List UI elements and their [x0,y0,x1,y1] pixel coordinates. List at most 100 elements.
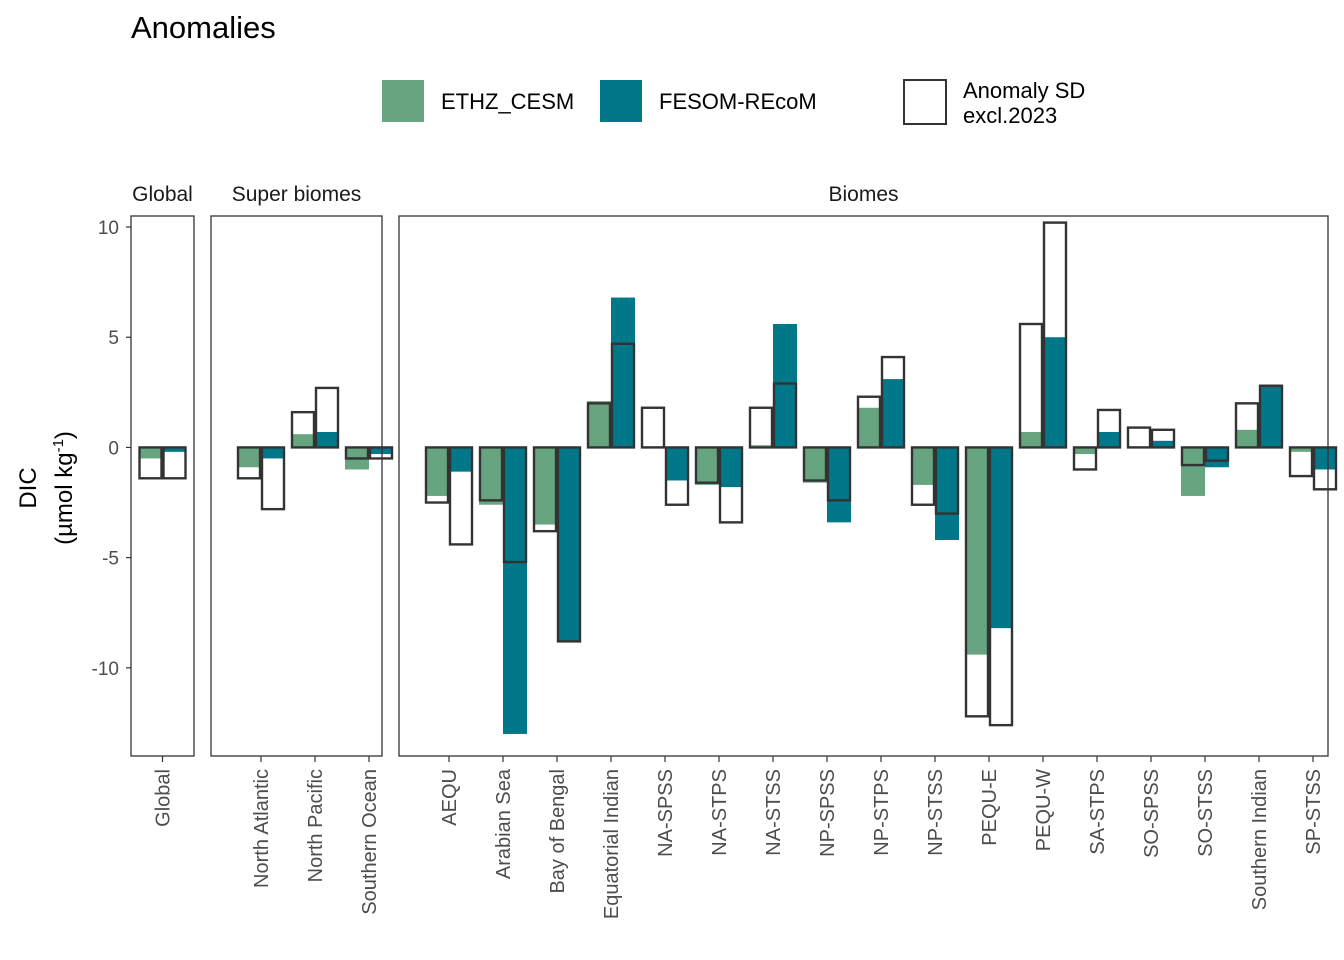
sd-box-ethz-cesm-sa-stps [1072,446,1098,471]
legend-swatch-ethz [382,80,424,122]
panel-title-biomes: Biomes [828,183,898,206]
sd-box-ethz-cesm-so-spss [1126,426,1152,449]
sd-box-fesom-recom-na-stps [718,446,744,524]
sd-box-fesom-recom-na-stss [772,382,798,449]
x-tick-label-na-stss: NA-STSS [763,769,785,856]
y-axis-label-unit-close: ) [51,431,78,439]
x-tick-label-bay-of-bengal: Bay of Bengal [547,769,569,894]
x-tick-label-so-spss: SO-SPSS [1141,769,1163,858]
x-tick-label-southern-indian: Southern Indian [1249,769,1271,910]
y-tick-label: 5 [108,328,119,349]
legend-label-sd-line2: excl.2023 [963,103,1058,128]
y-axis-label-unit: (µmol kg [51,452,78,545]
bar-fesom-recom-sa-stps [1097,432,1121,448]
sd-box-fesom-recom-southern-ocean [368,446,394,460]
sd-box-fesom-recom-sp-stss [1312,446,1338,491]
bar-ethz-cesm-pequ-e [965,447,989,655]
bar-ethz-cesm-na-stps [695,447,719,485]
y-tick-label: 10 [98,218,119,239]
y-tick-label: 0 [108,438,119,459]
bar-fesom-recom-southern-ocean [369,447,393,455]
sd-box-ethz-cesm-np-stss [910,446,936,506]
sd-box-fesom-recom-np-stss [934,446,960,515]
bar-fesom-recom-so-stss [1205,447,1229,468]
sd-box-fesom-recom-np-spss [826,446,852,502]
bar-fesom-recom-sp-stss [1313,447,1337,470]
panel-title-global: Global [132,183,193,206]
bar-ethz-cesm-aequ [425,447,449,496]
sd-box-ethz-cesm-sp-stss [1288,446,1314,478]
bar-fesom-recom-na-stps [719,447,743,488]
sd-box-ethz-cesm-equatorial-indian [586,402,612,449]
sd-box-fesom-recom-pequ-e [988,446,1014,727]
bar-ethz-cesm-np-spss [803,447,827,483]
sd-box-ethz-cesm-southern-indian [1234,402,1260,449]
x-tick-label-np-stss: NP-STSS [925,769,947,856]
bar-ethz-cesm-np-stps [857,407,881,448]
x-tick-label-so-stss: SO-STSS [1195,769,1217,857]
sd-box-ethz-cesm-arabian-sea [478,446,504,502]
bar-ethz-cesm-sa-stps [1073,447,1097,455]
bar-fesom-recom-np-stss [935,447,959,540]
bar-ethz-cesm-np-stss [911,447,935,485]
bar-ethz-cesm-equatorial-indian [587,401,611,448]
bar-fesom-recom-north-pacific [315,432,339,448]
sd-box-ethz-cesm-southern-ocean [344,446,370,460]
bar-ethz-cesm-north-pacific [291,434,315,448]
bar-fesom-recom-na-stss [773,324,797,448]
x-tick-label-na-spss: NA-SPSS [655,769,677,857]
sd-box-ethz-cesm-pequ-w [1018,322,1044,449]
x-tick-label-arabian-sea: Arabian Sea [493,768,515,879]
x-tick-label-pequ-e: PEQU-E [979,769,1001,846]
bar-ethz-cesm-southern-indian [1235,429,1259,448]
sd-box-fesom-recom-north-pacific [314,386,340,449]
sd-box-fesom-recom-southern-indian [1258,384,1284,449]
sd-box-ethz-cesm-pequ-e [964,446,990,718]
sd-box-ethz-cesm-global [138,446,163,480]
bar-fesom-recom-southern-indian [1259,385,1283,448]
sd-box-fesom-recom-so-spss [1150,428,1176,449]
sd-box-fesom-recom-global [162,446,187,480]
bar-fesom-recom-pequ-e [989,447,1013,629]
sd-box-fesom-recom-pequ-w [1042,221,1068,449]
x-tick-label-aequ: AEQU [439,769,461,826]
x-tick-label-na-stps: NA-STPS [709,769,731,856]
bar-ethz-cesm-pequ-w [1019,432,1043,448]
bar-fesom-recom-arabian-sea [503,447,527,734]
bar-ethz-cesm-so-stss [1181,447,1205,496]
bar-fesom-recom-aequ [449,447,473,472]
sd-box-fesom-recom-np-stps [880,355,906,449]
bar-fesom-recom-na-spss [665,447,689,481]
x-tick-label-north-atlantic: North Atlantic [251,769,273,888]
y-axis-label-line2: (µmol kg-1) [50,431,78,545]
y-axis-label-unit-sup: -1 [50,439,67,452]
sd-box-fesom-recom-equatorial-indian [610,342,636,449]
bar-fesom-recom-so-spss [1151,440,1175,448]
x-tick-label-north-pacific: North Pacific [305,769,327,882]
x-tick-label-sa-stps: SA-STPS [1087,769,1109,855]
sd-box-fesom-recom-arabian-sea [502,446,528,564]
sd-box-fesom-recom-north-atlantic [260,446,286,511]
sd-box-fesom-recom-na-spss [664,446,690,506]
x-tick-label-global: Global [153,769,175,827]
y-tick-label: -10 [92,659,119,680]
x-tick-label-equatorial-indian: Equatorial Indian [601,769,623,919]
x-tick-label-np-stps: NP-STPS [871,769,893,856]
legend-swatch-fesom [600,80,642,122]
bar-fesom-recom-np-stps [881,379,905,448]
bar-fesom-recom-global [162,447,187,452]
sd-box-fesom-recom-bay-of-bengal [556,446,582,643]
bar-ethz-cesm-sp-stss [1289,447,1313,452]
bar-ethz-cesm-north-atlantic [237,447,261,468]
legend-label-ethz: ETHZ_CESM [441,89,575,114]
sd-box-ethz-cesm-bay-of-bengal [532,446,558,533]
bar-ethz-cesm-global [138,447,163,459]
sd-box-ethz-cesm-na-stss [748,406,774,449]
y-axis-label-line1: DIC [15,467,42,508]
bar-fesom-recom-bay-of-bengal [557,447,581,642]
sd-box-ethz-cesm-na-stps [694,446,720,484]
bar-fesom-recom-pequ-w [1043,337,1067,448]
sd-box-fesom-recom-aequ [448,446,474,546]
sd-box-ethz-cesm-np-spss [802,446,828,482]
